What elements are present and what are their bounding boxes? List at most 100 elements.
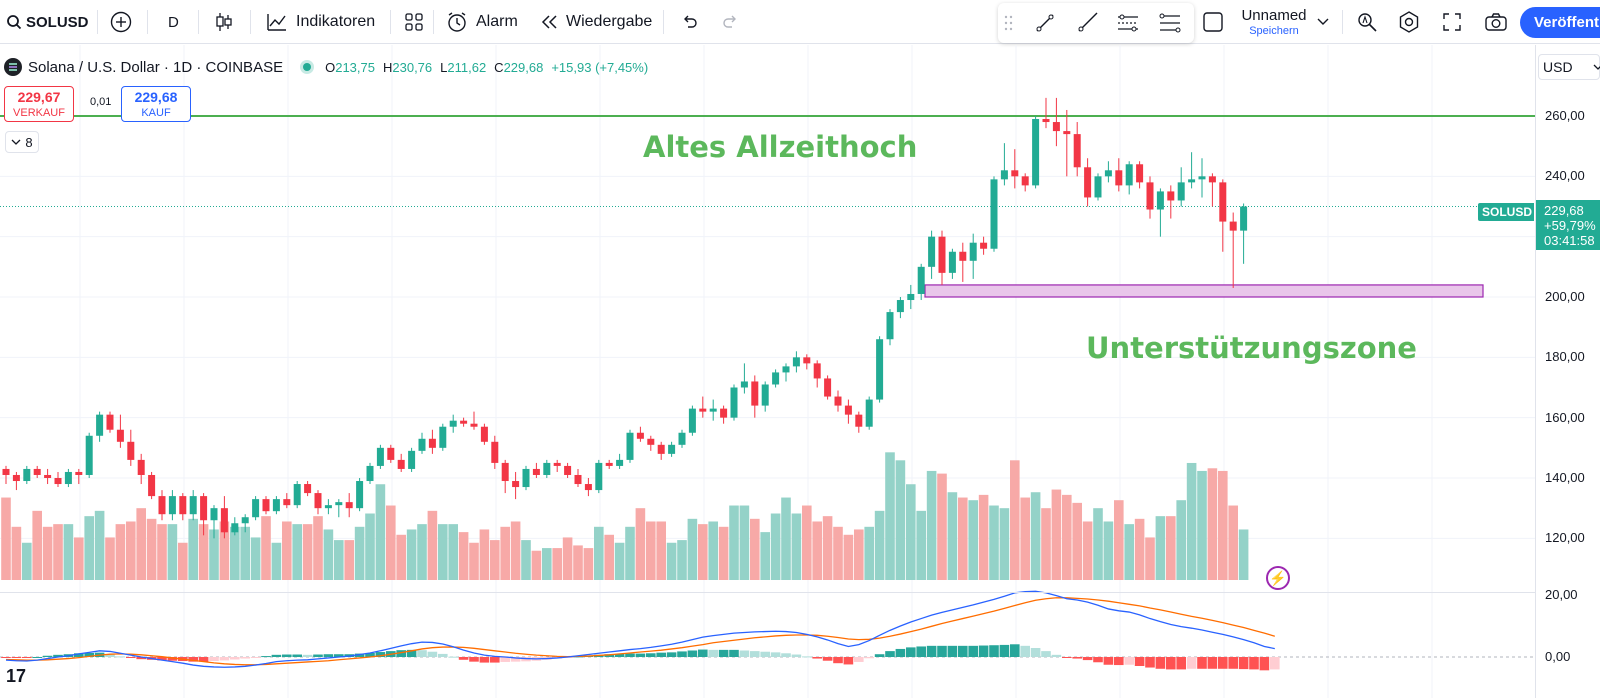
redo-icon: [722, 14, 740, 30]
macd-histogram-bar: [22, 657, 32, 658]
fullscreen-icon: [1442, 12, 1462, 32]
candle-body: [948, 251, 956, 273]
macd-histogram-bar: [198, 657, 209, 662]
interval-button[interactable]: D: [168, 13, 179, 31]
trend-line-icon[interactable]: [1034, 12, 1056, 34]
candle-body: [158, 496, 166, 515]
rectangle-tool-button[interactable]: [1202, 0, 1224, 44]
candle-body: [220, 508, 228, 533]
volume-bar: [427, 510, 438, 580]
macd-histogram-bar: [1238, 657, 1249, 670]
templates-button[interactable]: [404, 0, 424, 44]
volume-bar: [594, 526, 604, 580]
macd-histogram-bar: [32, 657, 42, 658]
support-annotation[interactable]: Unterstützungszone: [1086, 331, 1417, 365]
volume-bar: [646, 521, 656, 580]
lightning-event-icon[interactable]: ⚡: [1266, 566, 1290, 590]
quick-search-button[interactable]: [1356, 0, 1378, 44]
candle-body: [262, 499, 270, 512]
chart-type-button[interactable]: [214, 0, 234, 44]
macd-histogram-bar: [271, 654, 282, 657]
candle-body: [1136, 164, 1144, 183]
volume-bar: [802, 505, 812, 580]
fullscreen-button[interactable]: [1442, 0, 1462, 44]
fib-retracement-icon[interactable]: [1158, 12, 1182, 34]
volume-bar: [729, 505, 739, 580]
candle-body: [335, 502, 343, 506]
undo-button[interactable]: [680, 0, 698, 44]
price-chart[interactable]: [0, 45, 1600, 698]
price-axis[interactable]: [1535, 45, 1600, 698]
macd-histogram-bar: [635, 653, 646, 657]
macd-histogram-bar: [1010, 644, 1020, 657]
macd-histogram-bar: [760, 651, 770, 657]
layout-name-button[interactable]: Unnamed Speichern: [1238, 7, 1310, 38]
buy-button[interactable]: 229,68 KAUF: [121, 86, 191, 122]
volume-bar: [781, 497, 791, 580]
macd-histogram-bar: [448, 656, 458, 658]
candle-body: [938, 236, 946, 273]
currency-selector[interactable]: USD: [1538, 54, 1600, 80]
parallel-channel-icon[interactable]: [1116, 12, 1140, 34]
pane-separator[interactable]: [0, 592, 1600, 593]
macd-histogram-bar: [1249, 657, 1259, 670]
indicators-button[interactable]: Indikatoren: [266, 0, 375, 44]
sell-button[interactable]: 229,67 VERKAUF: [4, 86, 74, 122]
price-tick-label: 180,00: [1545, 349, 1585, 365]
settings-button[interactable]: [1398, 0, 1420, 44]
replay-button[interactable]: Wiedergabe: [540, 0, 652, 44]
volume-bar: [916, 510, 926, 580]
price-tick-label: 260,00: [1545, 108, 1585, 123]
volume-bar: [417, 524, 427, 580]
macd-histogram-bar: [1145, 657, 1155, 668]
publish-button[interactable]: Veröffent: [1520, 7, 1600, 38]
snapshot-button[interactable]: [1484, 0, 1508, 44]
volume-bar: [396, 534, 406, 580]
macd-histogram-bar: [84, 652, 94, 657]
macd-histogram-bar: [469, 657, 479, 662]
volume-bar: [656, 521, 666, 580]
macd-histogram-bar: [1186, 657, 1197, 669]
candle-body: [813, 363, 821, 379]
ray-line-icon[interactable]: [1076, 12, 1098, 34]
volume-bar: [448, 524, 458, 580]
volume-bar: [365, 513, 375, 580]
candle-body: [293, 484, 301, 506]
candle-body: [148, 474, 156, 497]
macd-histogram-bar: [1062, 657, 1072, 658]
macd-histogram-bar: [510, 657, 521, 662]
candle-body: [408, 450, 416, 469]
tradingview-logo[interactable]: 17: [6, 666, 27, 686]
volume-bar: [115, 524, 126, 580]
ohlc-low: L211,62: [440, 60, 486, 75]
indicators-collapse-button[interactable]: 8: [5, 131, 39, 153]
redo-button[interactable]: [722, 0, 740, 44]
candle-body: [1000, 170, 1008, 180]
drag-handle-icon[interactable]: [1004, 14, 1014, 32]
volume-bar: [1030, 492, 1041, 580]
macd-histogram-bar: [417, 650, 427, 657]
candle-body: [252, 499, 260, 518]
alert-button[interactable]: Alarm: [446, 0, 518, 44]
volume-bar: [708, 521, 718, 580]
candle-body: [12, 474, 20, 482]
macd-tick-label: 20,00: [1545, 587, 1578, 602]
volume-bar: [198, 524, 209, 580]
candle-body: [1177, 182, 1185, 201]
symbol-search[interactable]: SOLUSD: [6, 0, 89, 44]
compare-symbol-button[interactable]: [110, 0, 132, 44]
last-price: 229,68: [1544, 203, 1584, 218]
chart-pane[interactable]: [0, 45, 1600, 698]
layout-menu-button[interactable]: [1317, 0, 1329, 44]
macd-histogram-bar: [1134, 657, 1145, 666]
symbol-legend[interactable]: Solana / U.S. Dollar · 1D · COINBASE O21…: [4, 56, 656, 78]
candle-body: [1073, 134, 1081, 168]
resistance-annotation[interactable]: Altes Allzeithoch: [643, 130, 918, 164]
volume-bar: [958, 497, 968, 580]
volume-bar: [74, 537, 84, 580]
symbol-price-tag: SOLUSD: [1478, 203, 1534, 221]
macd-histogram-bar: [53, 654, 63, 657]
volume-bar: [1, 497, 11, 580]
candle-body: [1208, 176, 1216, 183]
plus-circle-icon: [110, 11, 132, 33]
